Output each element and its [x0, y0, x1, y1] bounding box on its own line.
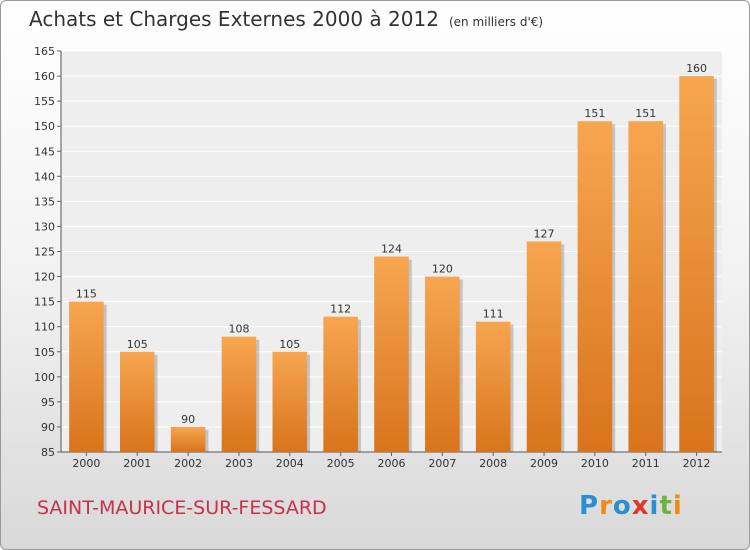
y-tick-label: 150 — [34, 120, 55, 133]
y-tick-label: 115 — [34, 296, 55, 309]
bar-value-label: 90 — [181, 413, 195, 426]
x-tick-label: 2004 — [276, 457, 304, 470]
bar-value-label: 151 — [635, 107, 656, 120]
bar — [69, 301, 104, 452]
x-tick-label: 2009 — [530, 457, 558, 470]
logo-letter: o — [612, 491, 632, 521]
y-tick-label: 165 — [34, 45, 55, 58]
chart-title-text: Achats et Charges Externes 2000 à 2012 — [29, 7, 439, 31]
y-tick-label: 90 — [41, 421, 55, 434]
y-tick-label: 100 — [34, 371, 55, 384]
x-tick-label: 2000 — [72, 457, 100, 470]
bar-value-label: 111 — [483, 308, 504, 321]
x-tick-label: 2012 — [683, 457, 711, 470]
logo-letter: t — [659, 491, 673, 521]
logo-letter: i — [672, 491, 683, 521]
x-tick-label: 2006 — [378, 457, 406, 470]
x-tick-label: 2007 — [428, 457, 456, 470]
bar — [170, 426, 206, 452]
bar-value-label: 127 — [534, 227, 555, 240]
y-tick-label: 140 — [34, 170, 55, 183]
x-tick-label: 2001 — [123, 457, 151, 470]
y-tick-label: 155 — [34, 95, 55, 108]
x-tick-label: 2010 — [581, 457, 609, 470]
logo-letter: P — [579, 491, 600, 521]
y-tick-label: 145 — [34, 145, 55, 158]
bar — [119, 351, 155, 452]
y-tick-label: 130 — [34, 220, 55, 233]
bar — [526, 241, 562, 452]
x-tick-label: 2011 — [632, 457, 660, 470]
bar — [323, 316, 358, 452]
bar-value-label: 112 — [330, 303, 351, 316]
y-tick-label: 125 — [34, 246, 55, 259]
bar-value-label: 115 — [76, 288, 97, 301]
logo-letter: x — [631, 491, 650, 521]
y-tick-label: 110 — [34, 321, 55, 334]
bar — [221, 336, 257, 452]
bar — [628, 121, 664, 453]
x-tick-label: 2002 — [174, 457, 202, 470]
logo-letter: i — [649, 491, 660, 521]
bar — [425, 276, 460, 452]
chart-title: Achats et Charges Externes 2000 à 2012 (e… — [29, 7, 543, 31]
bar-value-label: 160 — [686, 62, 707, 75]
bar — [272, 351, 308, 452]
location-label: SAINT-MAURICE-SUR-FESSARD — [37, 497, 327, 519]
y-tick-label: 95 — [41, 396, 55, 409]
bar — [475, 321, 511, 452]
bar — [679, 76, 714, 452]
y-tick-label: 85 — [41, 446, 55, 459]
bar-value-label: 108 — [228, 323, 249, 336]
x-tick-label: 2005 — [327, 457, 355, 470]
bar — [374, 256, 409, 452]
y-tick-label: 160 — [34, 70, 55, 83]
y-tick-label: 105 — [34, 346, 55, 359]
y-tick-label: 135 — [34, 195, 55, 208]
bar-value-label: 105 — [279, 338, 300, 351]
bar-value-label: 151 — [584, 107, 605, 120]
y-tick-label: 120 — [34, 271, 55, 284]
bar-value-label: 124 — [381, 243, 402, 256]
logo-letter: r — [599, 491, 613, 521]
bar-value-label: 105 — [127, 338, 148, 351]
proxiti-logo: Proxiti — [579, 491, 683, 521]
bar-value-label: 120 — [432, 263, 453, 276]
x-tick-label: 2003 — [225, 457, 253, 470]
chart-subtitle: (en milliers d'€) — [448, 15, 544, 29]
bar — [577, 121, 613, 453]
x-tick-label: 2008 — [479, 457, 507, 470]
